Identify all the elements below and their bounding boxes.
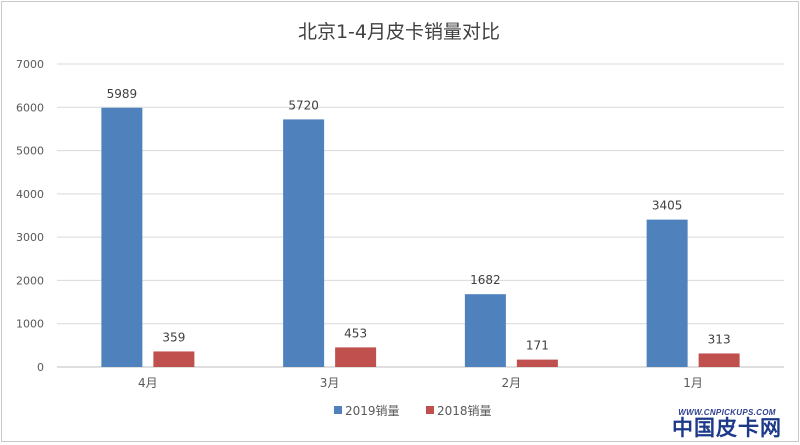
x-tick-label: 1月 bbox=[683, 376, 703, 390]
y-tick-label: 4000 bbox=[16, 188, 44, 201]
x-tick-label: 3月 bbox=[320, 376, 340, 390]
bar-series2 bbox=[517, 360, 558, 367]
y-tick-label: 3000 bbox=[16, 231, 44, 244]
data-label: 453 bbox=[344, 326, 367, 340]
watermark-name: 中国皮卡网 bbox=[672, 417, 782, 439]
watermark: WWW.CNPICKUPS.COM 中国皮卡网 bbox=[672, 408, 782, 439]
data-label: 5720 bbox=[288, 98, 319, 112]
bar-series1 bbox=[647, 220, 688, 367]
legend-label: 2018销量 bbox=[437, 404, 492, 418]
data-label: 359 bbox=[162, 330, 185, 344]
y-tick-label: 1000 bbox=[16, 318, 44, 331]
data-label: 3405 bbox=[652, 199, 683, 213]
y-tick-label: 5000 bbox=[16, 145, 44, 158]
y-tick-label: 7000 bbox=[16, 58, 44, 71]
legend-label: 2019销量 bbox=[345, 404, 400, 418]
bar-series1 bbox=[101, 108, 142, 367]
x-tick-label: 2月 bbox=[502, 376, 522, 390]
y-tick-label: 0 bbox=[37, 361, 44, 374]
x-tick-label: 4月 bbox=[138, 376, 158, 390]
data-label: 313 bbox=[708, 332, 731, 346]
data-label: 5989 bbox=[107, 87, 138, 101]
y-tick-label: 2000 bbox=[16, 274, 44, 287]
bar-series2 bbox=[699, 353, 740, 367]
data-label: 1682 bbox=[470, 273, 501, 287]
y-tick-label: 6000 bbox=[16, 101, 44, 114]
data-label: 171 bbox=[526, 339, 549, 353]
bar-series2 bbox=[153, 351, 194, 367]
bar-series1 bbox=[465, 294, 506, 367]
legend-swatch bbox=[334, 406, 342, 414]
chart-title: 北京1-4月皮卡销量对比 bbox=[298, 21, 500, 43]
bar-series2 bbox=[335, 347, 376, 367]
legend-swatch bbox=[426, 406, 434, 414]
bar-series1 bbox=[283, 119, 324, 367]
